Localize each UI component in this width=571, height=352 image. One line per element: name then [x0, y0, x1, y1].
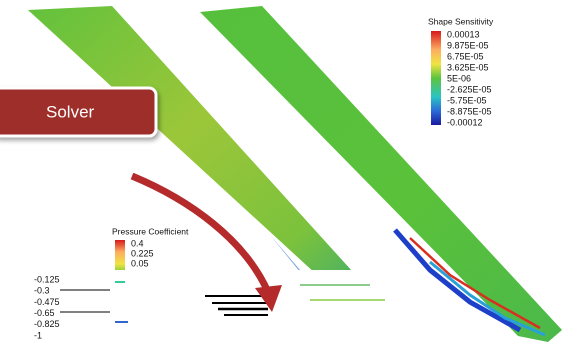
legend-label: -0.125 — [34, 274, 60, 284]
legend-label: -0.3 — [34, 286, 50, 296]
legend-title: Pressure Coefficient — [112, 226, 189, 236]
render-gap — [268, 270, 403, 320]
legend-label: 0.225 — [131, 248, 154, 258]
legend-label: -8.875E-05 — [447, 106, 492, 116]
legend-labels: 0.000139.875E-056.75E-053.625E-055E-06-2… — [447, 29, 492, 127]
legend-title: Shape Sensitivity — [428, 16, 494, 26]
legend-labels: -0.125 -0.3-0.475-0.65-0.825-1 — [34, 274, 60, 340]
legend-label: -0.475 — [34, 297, 60, 307]
colorbar — [115, 240, 125, 270]
legend-label: 3.625E-05 — [447, 62, 489, 72]
legend-label: -0.00012 — [447, 117, 483, 127]
legend-label: 5E-06 — [447, 73, 471, 83]
legend-label: 9.875E-05 — [447, 40, 489, 50]
legend-label: 0.05 — [131, 258, 149, 268]
left-wing — [28, 6, 362, 296]
legend-label: -1 — [34, 330, 42, 340]
legend-label: -0.65 — [34, 308, 55, 318]
page: {"callout": {"label": "Solver"}, "shape_… — [0, 0, 571, 352]
legend-label: -5.75E-05 — [447, 95, 487, 105]
legend-label: -0.825 — [34, 319, 60, 329]
scene: Solver Shape Sensitivity 0.000139.875E-0… — [0, 0, 571, 352]
legend-label: 0.4 — [131, 238, 144, 248]
legend-label: -2.625E-05 — [447, 84, 492, 94]
legend-label: 0.00013 — [447, 29, 480, 39]
callout-label: Solver — [46, 102, 95, 121]
legend-label: 6.75E-05 — [447, 51, 484, 61]
colorbar — [431, 31, 441, 125]
